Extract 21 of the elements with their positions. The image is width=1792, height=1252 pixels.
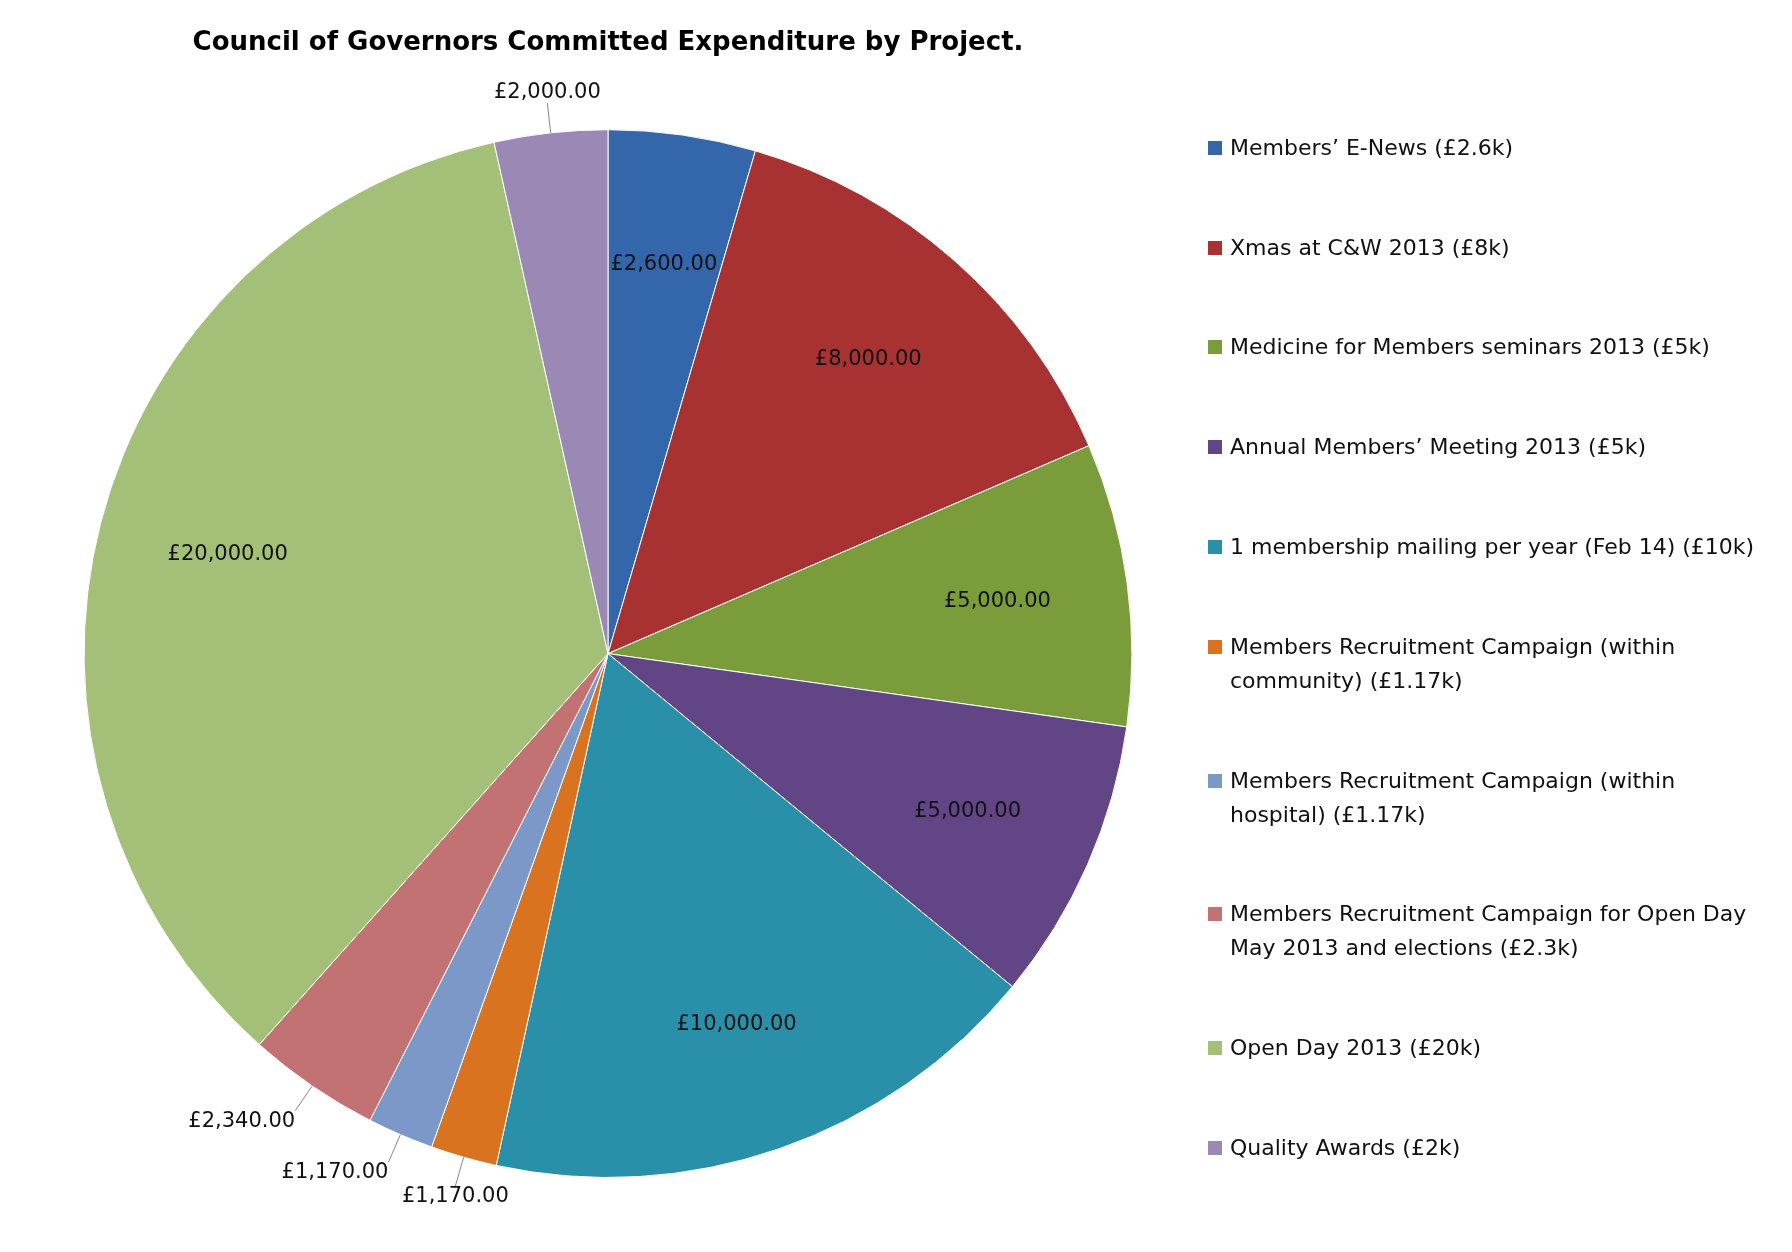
legend-label: Open Day 2013 (£20k) <box>1230 1034 1482 1063</box>
legend-label: Medicine for Members seminars 2013 (£5k) <box>1230 333 1710 362</box>
legend-label: Members Recruitment Campaign (within community) (£1.17k) <box>1230 632 1677 695</box>
data-label: £2,000.00 <box>493 78 601 103</box>
data-label: £10,000.00 <box>676 1011 797 1036</box>
data-label: £5,000.00 <box>914 798 1022 823</box>
data-label: £2,340.00 <box>188 1107 296 1132</box>
data-label: £8,000.00 <box>814 345 922 370</box>
legend-label: Members’ E-News (£2.6k) <box>1230 133 1514 162</box>
data-label: £1,170.00 <box>401 1183 509 1208</box>
data-label: £1,170.00 <box>281 1159 389 1184</box>
legend-label: Annual Members’ Meeting 2013 (£5k) <box>1230 433 1646 462</box>
data-label: £2,600.00 <box>610 251 718 276</box>
chart-title: Council of Governors Committed Expenditure by Project. <box>192 26 1024 57</box>
legend-label: 1 membership mailing per year (Feb 14) (£10k) <box>1230 533 1755 562</box>
legend-label: Members Recruitment Campaign (within hospital) (£1.17k) <box>1230 766 1677 829</box>
data-label: £5,000.00 <box>943 587 1051 612</box>
legend-label: Members Recruitment Campaign for Open Day May 2013 and elections (£2.3k) <box>1230 900 1748 963</box>
legend-label: Xmas at C&W 2013 (£8k) <box>1230 233 1510 262</box>
data-label: £20,000.00 <box>167 541 288 566</box>
legend-label: Quality Awards (£2k) <box>1230 1134 1461 1163</box>
